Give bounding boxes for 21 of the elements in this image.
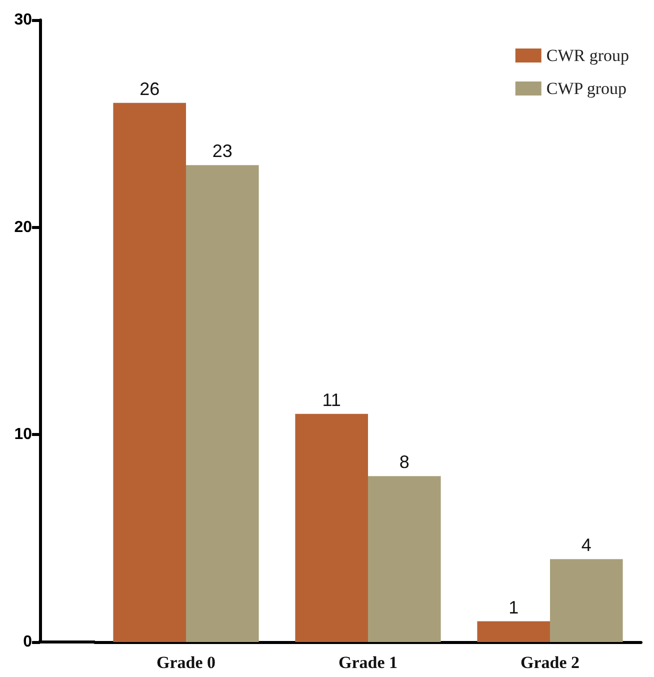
- x-tick-label: Grade 2: [520, 653, 580, 672]
- data-label: 11: [322, 390, 341, 410]
- y-tick-label: 10: [14, 426, 32, 444]
- data-label: 23: [212, 141, 232, 162]
- bar: [477, 621, 550, 642]
- x-tick-label: Grade 1: [338, 653, 398, 672]
- bar: [368, 476, 441, 642]
- data-label: 4: [581, 535, 592, 556]
- bar: [186, 165, 259, 642]
- bar: [550, 559, 623, 642]
- y-tick-label: 30: [14, 12, 32, 28]
- bar: [295, 414, 368, 642]
- data-label: 26: [140, 78, 160, 99]
- legend-label: CWP group: [546, 79, 626, 98]
- y-tick-label: 20: [14, 218, 32, 236]
- data-label: 1: [508, 597, 519, 618]
- legend-label: CWR group: [546, 46, 630, 65]
- x-tick-label: Grade 0: [156, 653, 216, 672]
- data-label: 8: [399, 452, 410, 472]
- bar: [113, 102, 186, 642]
- y-tick-label: 0: [23, 634, 32, 650]
